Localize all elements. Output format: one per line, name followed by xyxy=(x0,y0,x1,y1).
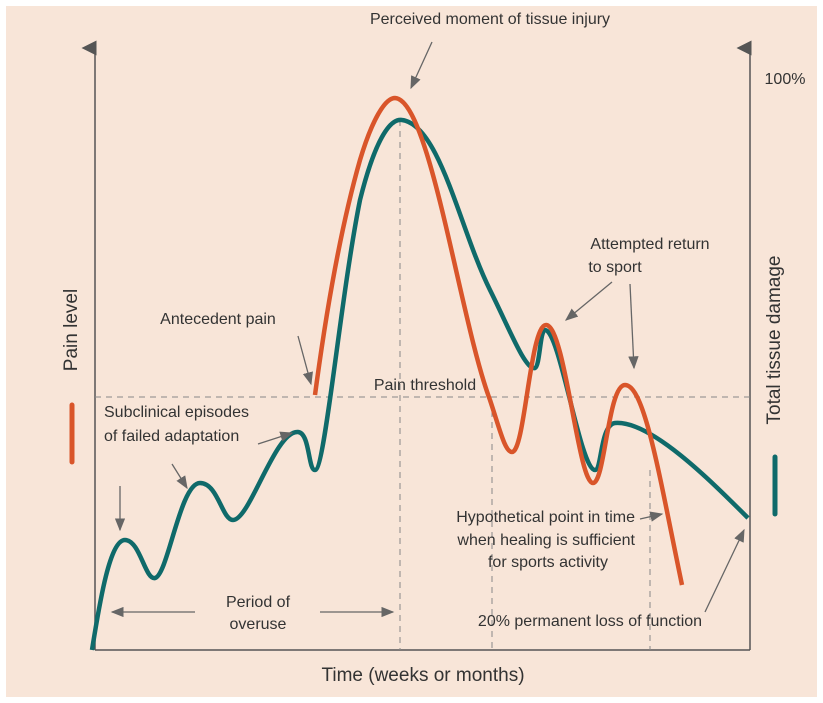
annotation: Pain threshold xyxy=(374,377,476,394)
annotation: for sports activity xyxy=(488,554,608,571)
y-axis-label: Pain level xyxy=(61,289,82,371)
x-axis-label: Time (weeks or months) xyxy=(321,665,524,686)
annotation: to sport xyxy=(588,259,642,276)
tissue-damage-curve xyxy=(89,117,750,651)
y2-axis-label: Total tissue damage xyxy=(764,256,785,425)
arrow xyxy=(564,281,613,321)
annotation: overuse xyxy=(230,616,287,633)
arrow xyxy=(628,283,639,370)
arrow xyxy=(297,335,313,386)
annotation: Attempted return xyxy=(590,236,709,253)
time-guides xyxy=(399,120,651,650)
annotation: when healing is sufficient xyxy=(456,532,635,549)
arrow xyxy=(704,528,745,613)
axis-top-label: 100% xyxy=(765,71,806,88)
arrow xyxy=(171,463,188,490)
annotation: Hypothetical point in time xyxy=(456,509,635,526)
annotation: Antecedent pain xyxy=(160,311,276,328)
annotation: Subclinical episodes xyxy=(104,404,249,421)
annotation: of failed adaptation xyxy=(104,428,239,445)
background xyxy=(6,6,817,697)
arrow xyxy=(257,431,294,445)
annotation: 20% permanent loss of function xyxy=(478,613,702,630)
arrow xyxy=(639,511,664,522)
pain-curve xyxy=(312,95,685,586)
title: Perceived moment of tissue injury xyxy=(370,11,610,28)
arrow xyxy=(410,41,433,90)
annotation: Period of xyxy=(226,594,291,611)
